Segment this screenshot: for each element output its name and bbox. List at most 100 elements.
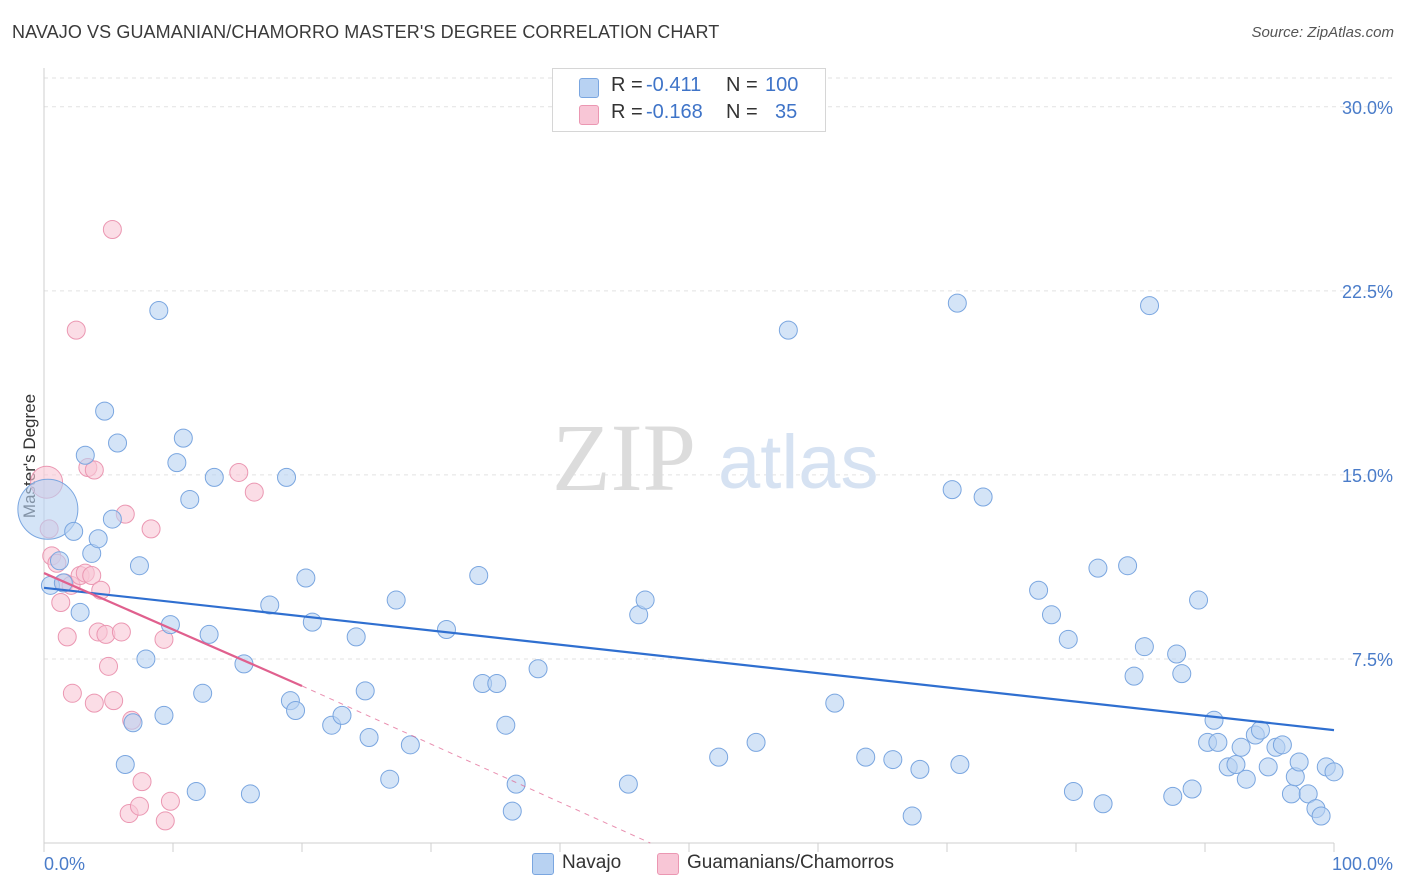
navajo-point xyxy=(1226,754,1246,774)
guamanians-point xyxy=(57,627,77,647)
navajo-point xyxy=(400,735,420,755)
navajo-point xyxy=(136,649,156,669)
navajo-point xyxy=(1063,781,1083,801)
legend-row-navajo: R = -0.411 N = 100 xyxy=(553,74,825,100)
navajo-point xyxy=(1140,296,1160,316)
navajo-point xyxy=(1204,710,1224,730)
navajo-point xyxy=(260,595,280,615)
x-tick-label: 100.0% xyxy=(1332,854,1393,874)
navajo-point xyxy=(506,774,526,794)
navajo-point xyxy=(123,713,143,733)
navajo-swatch xyxy=(579,78,599,98)
navajo-point xyxy=(973,487,993,507)
navajo-point xyxy=(1250,720,1270,740)
navajo-point xyxy=(332,705,352,725)
guamanians-point xyxy=(141,519,161,539)
navajo-point xyxy=(1088,558,1108,578)
guamanians-point xyxy=(84,693,104,713)
navajo-point xyxy=(1258,757,1278,777)
legend-r-value: -0.411 xyxy=(646,74,702,96)
guamanians-point xyxy=(84,460,104,480)
guamanians-point xyxy=(96,624,116,644)
navajo-point xyxy=(180,489,200,509)
navajo-point xyxy=(496,715,516,735)
navajo-point xyxy=(746,732,766,752)
navajo-point xyxy=(199,624,219,644)
navajo-point xyxy=(1118,556,1138,576)
navajo-point xyxy=(70,602,90,622)
navajo-point xyxy=(108,433,128,453)
navajo-point xyxy=(277,467,297,487)
guamanians-point xyxy=(91,580,111,600)
guamanians-point xyxy=(155,811,175,831)
navajo-point xyxy=(1172,664,1192,684)
navajo-point xyxy=(1281,784,1301,804)
navajo-point xyxy=(1124,666,1144,686)
guamanians-legend-swatch xyxy=(657,853,679,875)
legend-r-value: -0.168 xyxy=(646,101,703,123)
navajo-point xyxy=(88,529,108,549)
navajo-point xyxy=(359,727,379,747)
navajo-point xyxy=(17,478,79,540)
legend-n-value: 35 xyxy=(775,101,798,123)
navajo-point xyxy=(346,627,366,647)
navajo-point xyxy=(1324,762,1344,782)
navajo-point xyxy=(1029,580,1049,600)
navajo-point xyxy=(204,467,224,487)
navajo-point xyxy=(49,551,69,571)
navajo-point xyxy=(947,293,967,313)
y-tick-labels: 7.5% 15.0% 22.5% 30.0% xyxy=(1342,98,1393,670)
navajo-point xyxy=(825,693,845,713)
x-tick-label: 0.0% xyxy=(44,854,85,874)
navajo-point xyxy=(1167,644,1187,664)
legend-n-value: 100 xyxy=(765,74,799,96)
navajo-point xyxy=(149,300,169,320)
legend-row-guamanians: R = -0.168 N = 35 xyxy=(553,101,825,127)
navajo-point xyxy=(1231,737,1251,757)
guamanians-point xyxy=(244,482,264,502)
guamanians-trend-line xyxy=(43,572,303,687)
grid-lines xyxy=(44,77,1392,660)
navajo-point xyxy=(286,700,306,720)
correlation-legend: R = -0.411 N = 100 R = -0.168 N = 35 xyxy=(552,68,826,132)
navajo-point xyxy=(355,681,375,701)
navajo-point xyxy=(1093,794,1113,814)
navajo-point xyxy=(1236,769,1256,789)
navajo-point xyxy=(1289,752,1309,772)
y-tick-label: 15.0% xyxy=(1342,466,1393,486)
navajo-legend-label: Navajo xyxy=(562,852,622,873)
navajo-point xyxy=(102,509,122,529)
navajo-point xyxy=(64,521,84,541)
guamanians-point xyxy=(62,683,82,703)
legend-n-label: N = xyxy=(726,101,758,123)
guamanians-point xyxy=(129,796,149,816)
guamanians-point xyxy=(104,691,124,711)
navajo-point xyxy=(856,747,876,767)
navajo-point xyxy=(1311,806,1331,826)
navajo-legend-swatch xyxy=(532,853,554,875)
guamanians-point xyxy=(102,220,122,240)
navajo-point xyxy=(296,568,316,588)
navajo-point xyxy=(487,673,507,693)
navajo-point xyxy=(154,705,174,725)
y-tick-label: 22.5% xyxy=(1342,282,1393,302)
watermark: ZIP atlas xyxy=(552,404,879,511)
legend-r-label: R = xyxy=(611,74,643,96)
navajo-point xyxy=(186,781,206,801)
navajo-point xyxy=(1163,786,1183,806)
y-tick-label: 7.5% xyxy=(1352,650,1393,670)
navajo-point xyxy=(502,801,522,821)
navajo-point xyxy=(75,445,95,465)
navajo-point xyxy=(1208,732,1228,752)
navajo-point xyxy=(240,784,260,804)
navajo-point xyxy=(1134,637,1154,657)
chart-title: NAVAJO VS GUAMANIAN/CHAMORRO MASTER'S DE… xyxy=(12,22,720,42)
legend-n-label: N = xyxy=(726,74,758,96)
x-tick-labels: 0.0% 100.0% xyxy=(44,854,1393,874)
navajo-point xyxy=(902,806,922,826)
guamanians-point xyxy=(82,566,102,586)
navajo-point xyxy=(193,683,213,703)
navajo-point xyxy=(709,747,729,767)
navajo-point xyxy=(115,754,135,774)
